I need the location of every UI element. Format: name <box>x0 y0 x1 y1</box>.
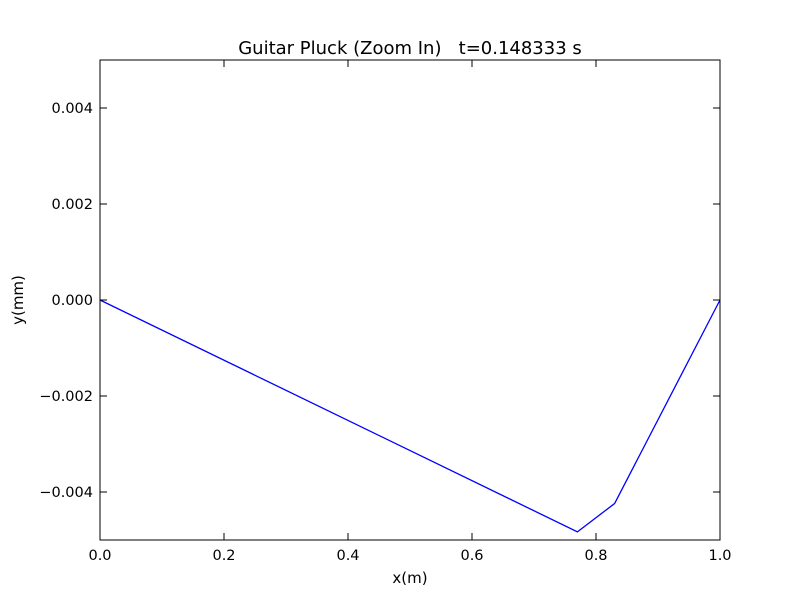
y-tick-label: 0.000 <box>51 293 93 309</box>
x-tick-label: 0.8 <box>584 548 607 564</box>
y-tick-label: −0.004 <box>39 485 93 501</box>
y-axis-label: y(mm) <box>9 275 27 325</box>
x-tick-label: 0.4 <box>336 548 359 564</box>
tick-labels: 0.0 0.2 0.4 0.6 0.8 1.0 −0.004 −0.002 0.000 0.002… <box>39 101 731 564</box>
chart-title: Guitar Pluck (Zoom In) t=0.148333 s <box>238 38 582 59</box>
series-line-0 <box>99 299 721 533</box>
axes-frame <box>99 59 721 541</box>
x-tick-label: 0.2 <box>212 548 235 564</box>
plot-area <box>99 59 721 541</box>
x-tick-label: 0.0 <box>88 548 111 564</box>
x-tick-label: 0.6 <box>460 548 483 564</box>
x-tick-label: 1.0 <box>708 548 731 564</box>
axis-ticks <box>99 60 721 540</box>
y-tick-label: 0.004 <box>51 101 93 117</box>
y-tick-label: −0.002 <box>39 389 93 405</box>
y-tick-label: 0.002 <box>51 197 93 213</box>
x-axis-label: x(m) <box>392 569 427 587</box>
